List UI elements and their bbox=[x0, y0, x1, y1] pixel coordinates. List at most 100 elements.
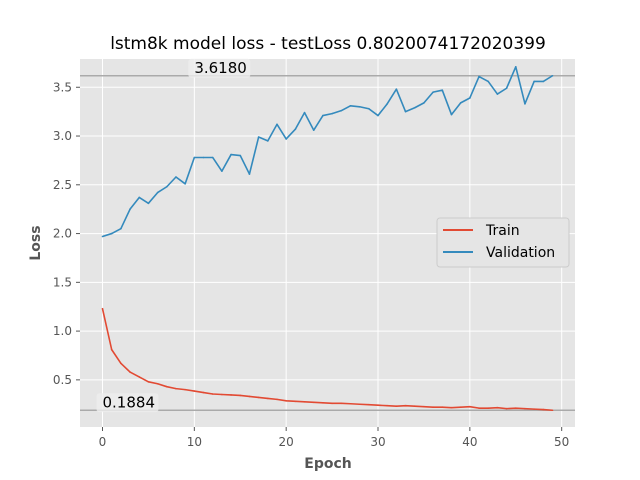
data-point-validation bbox=[248, 173, 251, 175]
x-tick-label: 50 bbox=[554, 435, 569, 449]
data-point-train bbox=[413, 405, 416, 407]
data-point-validation bbox=[221, 170, 223, 172]
data-point-validation bbox=[533, 80, 535, 83]
data-point-train bbox=[221, 393, 223, 396]
data-point-train bbox=[505, 407, 508, 410]
data-point-train bbox=[138, 376, 141, 378]
data-point-train bbox=[257, 396, 260, 399]
y-tick-label: 2.5 bbox=[53, 178, 72, 192]
chart-title: lstm8k model loss - testLoss 0.802007417… bbox=[110, 34, 546, 54]
series-line-train bbox=[101, 308, 553, 412]
data-point-train bbox=[110, 348, 113, 351]
data-point-validation bbox=[395, 88, 398, 91]
data-point-train bbox=[459, 406, 462, 408]
data-point-validation bbox=[175, 176, 177, 178]
data-point-validation bbox=[423, 102, 425, 104]
series-line-validation bbox=[102, 65, 553, 238]
y-tick-label: 2.0 bbox=[53, 227, 72, 241]
data-point-train bbox=[386, 404, 388, 407]
grid bbox=[80, 59, 575, 427]
data-point-validation bbox=[294, 128, 297, 131]
data-point-validation bbox=[386, 103, 388, 105]
data-point-validation bbox=[239, 154, 242, 157]
data-point-train bbox=[331, 402, 333, 405]
data-point-train bbox=[101, 307, 104, 310]
data-point-validation bbox=[322, 114, 324, 117]
data-point-train bbox=[395, 405, 398, 407]
data-point-validation bbox=[340, 109, 343, 112]
data-point-validation bbox=[524, 103, 526, 105]
data-point-validation bbox=[368, 107, 370, 110]
data-point-validation bbox=[505, 87, 508, 90]
data-point-train bbox=[156, 382, 159, 385]
data-point-validation bbox=[450, 113, 453, 116]
data-point-train bbox=[368, 403, 370, 406]
data-point-train bbox=[496, 406, 499, 409]
data-point-train bbox=[230, 394, 232, 396]
data-point-train bbox=[211, 393, 214, 395]
data-point-train bbox=[450, 406, 453, 409]
y-tick-label: 3.5 bbox=[53, 80, 72, 94]
data-point-validation bbox=[358, 105, 361, 108]
data-point-validation bbox=[211, 156, 214, 159]
data-point-train bbox=[542, 408, 545, 411]
data-point-validation bbox=[202, 156, 205, 159]
legend-label-train: Train bbox=[485, 223, 520, 239]
reference-label-box bbox=[188, 58, 251, 78]
reference-label: 3.6180 bbox=[194, 59, 247, 77]
tick-labels: 0 10 20 30 40 50 0.5 1.0 1.5 2.0 2.5 3.0 3.5 bbox=[53, 80, 569, 449]
data-point-train bbox=[322, 401, 324, 404]
data-point-validation bbox=[469, 97, 471, 99]
data-point-validation bbox=[441, 89, 444, 91]
data-point-train bbox=[294, 400, 297, 403]
data-point-validation bbox=[377, 114, 379, 117]
data-point-validation bbox=[496, 93, 499, 95]
legend: Train Validation bbox=[436, 217, 570, 268]
data-point-validation bbox=[230, 153, 232, 156]
data-point-validation bbox=[404, 110, 407, 113]
y-tick-label: 1.5 bbox=[53, 275, 72, 289]
x-tick-label: 40 bbox=[462, 435, 477, 449]
data-point-validation bbox=[331, 112, 333, 115]
data-point-train bbox=[248, 395, 251, 398]
data-point-train bbox=[441, 406, 444, 408]
data-point-train bbox=[193, 390, 196, 392]
reference-label: 0.1884 bbox=[103, 393, 156, 411]
data-point-validation bbox=[257, 136, 260, 138]
data-point-validation bbox=[193, 156, 196, 159]
data-point-train bbox=[267, 397, 269, 400]
y-axis-label: Loss bbox=[28, 225, 44, 260]
data-point-train bbox=[514, 407, 517, 409]
data-point-train bbox=[423, 405, 425, 408]
data-point-validation bbox=[413, 106, 416, 109]
data-point-train bbox=[175, 387, 177, 390]
data-point-train bbox=[340, 402, 343, 405]
data-point-validation bbox=[312, 129, 315, 131]
data-point-validation bbox=[514, 65, 517, 68]
series-layer bbox=[101, 65, 554, 412]
x-axis-label: Epoch bbox=[304, 456, 351, 472]
data-point-train bbox=[239, 394, 242, 397]
data-point-train bbox=[478, 407, 480, 409]
data-point-validation bbox=[184, 183, 186, 185]
data-point-validation bbox=[487, 80, 490, 83]
x-tick-label: 20 bbox=[279, 435, 294, 449]
data-point-validation bbox=[542, 80, 545, 83]
data-point-train bbox=[147, 381, 150, 383]
data-point-train bbox=[377, 404, 379, 407]
data-point-train bbox=[358, 403, 361, 406]
data-point-validation bbox=[459, 102, 462, 104]
data-point-validation bbox=[129, 208, 131, 210]
data-point-train bbox=[432, 406, 434, 408]
data-point-train bbox=[120, 362, 122, 365]
data-point-train bbox=[551, 409, 554, 412]
data-point-train bbox=[129, 371, 131, 373]
data-point-train bbox=[524, 407, 526, 410]
reference-lines: 3.6180 0.1884 bbox=[80, 58, 575, 413]
data-point-validation bbox=[349, 104, 352, 107]
data-point-validation bbox=[138, 196, 141, 199]
data-point-validation bbox=[147, 202, 150, 205]
y-tick-label: 0.5 bbox=[53, 373, 72, 387]
data-point-train bbox=[165, 385, 168, 388]
